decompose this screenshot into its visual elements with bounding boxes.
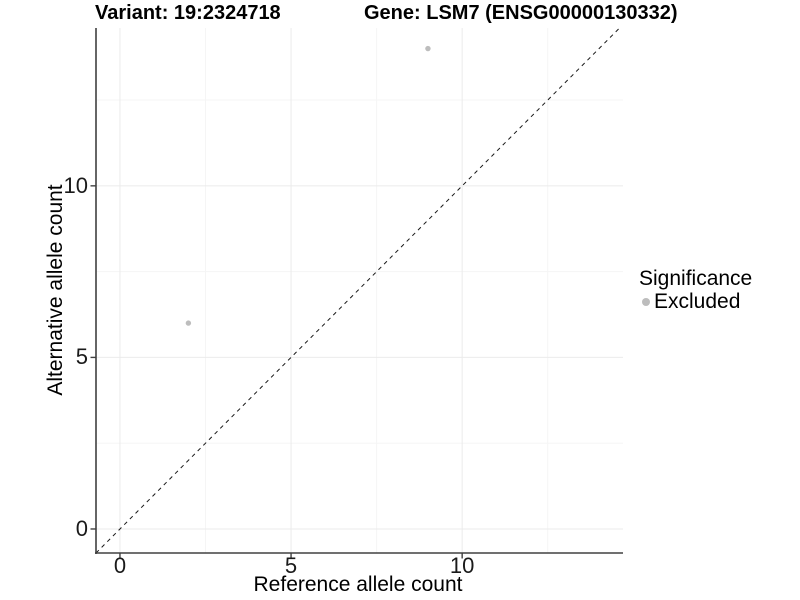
data-point (425, 45, 431, 52)
x-tick-label: 10 (449, 553, 475, 578)
legend: Significance Excluded (639, 268, 752, 313)
legend-item-excluded: Excluded (639, 291, 752, 313)
y-tick-label: 0 (75, 515, 88, 541)
identity-line (95, 27, 620, 554)
plot-title-variant: Variant: 19:2324718 (95, 2, 281, 24)
data-point (185, 320, 192, 326)
x-tick-label: 5 (284, 553, 298, 578)
legend-item-label: Excluded (654, 290, 741, 313)
legend-title: Significance (639, 267, 753, 290)
x-axis-title: Reference allele count (253, 573, 463, 596)
y-tick-label: 5 (75, 344, 88, 370)
y-axis-title: Alternative allele count (44, 184, 67, 396)
x-tick-label: 0 (113, 553, 127, 578)
plot-title-gene: Gene: LSM7 (ENSG00000130332) (364, 2, 678, 24)
legend-point-icon (642, 298, 650, 306)
y-tick-label: 10 (63, 172, 88, 198)
